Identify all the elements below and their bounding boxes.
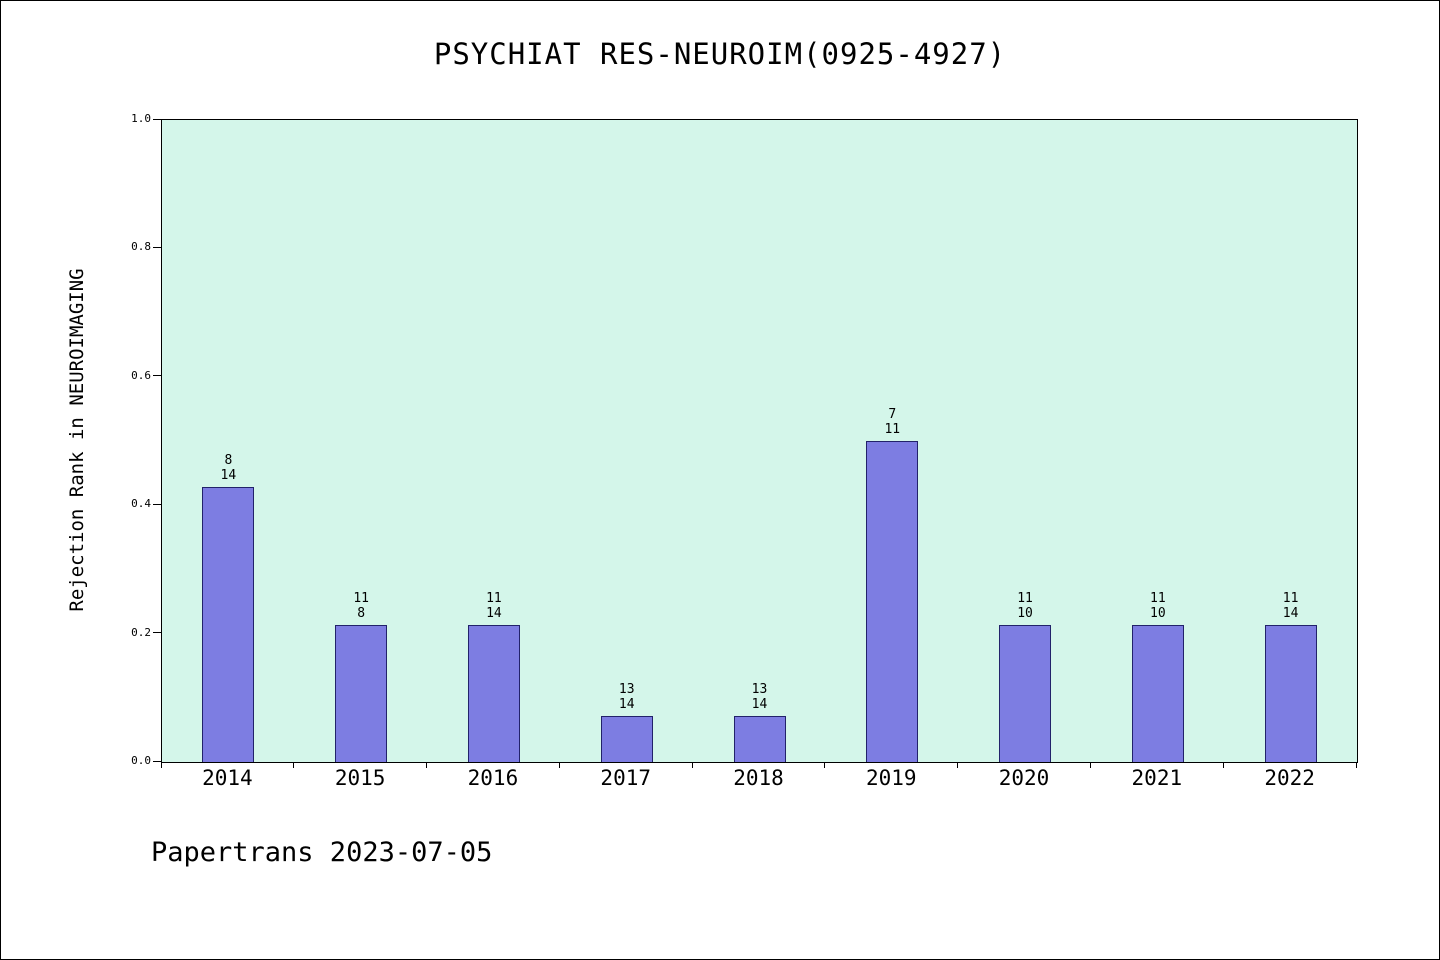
bar-value-top: 11	[1150, 590, 1166, 606]
y-tick-label: 0.2	[131, 625, 151, 639]
y-tick-label: 0.8	[131, 240, 151, 254]
bar-value-top: 11	[486, 590, 502, 606]
y-tick-label: 1.0	[131, 112, 151, 125]
x-tick-mark	[1089, 762, 1091, 768]
bar-value-top: 11	[1282, 590, 1299, 606]
x-tick-mark	[1355, 762, 1357, 768]
y-tick-mark	[153, 246, 161, 248]
bar-value-label: 11 10	[1150, 591, 1166, 621]
y-tick-label: 0.6	[131, 368, 151, 382]
bar-value-bottom: 11	[884, 422, 901, 437]
x-tick-label: 2021	[1131, 766, 1183, 790]
bar-value-top: 7	[888, 407, 897, 422]
y-tick-mark	[153, 375, 161, 377]
x-tick-mark	[1222, 762, 1224, 768]
bar-value-bottom: 14	[618, 697, 635, 713]
y-tick-mark	[153, 503, 161, 505]
bar-value-label: 11 8	[353, 591, 369, 621]
bar	[866, 441, 919, 762]
bar-value-bottom: 14	[486, 605, 502, 621]
bar-value-bottom: 14	[751, 697, 768, 713]
bar-value-label: 13 14	[619, 682, 635, 712]
bar	[1131, 624, 1184, 762]
bar-value-label: 13 14	[752, 682, 768, 712]
bar-value-label: 11 14	[1283, 591, 1299, 621]
bar-value-bottom: 14	[220, 467, 237, 483]
x-tick-mark	[426, 762, 428, 768]
bar-value-label: 7 11	[884, 407, 900, 437]
y-tick-mark	[153, 760, 161, 762]
y-tick-mark	[153, 632, 161, 634]
y-tick-label: 0.0	[131, 754, 151, 767]
plot-area: 8 14 11 8 11 14 13 14 13 14 7 11 11 10 11 10 11 14	[161, 119, 1358, 763]
bar-value-top: 11	[1017, 590, 1033, 606]
x-tick-label: 2015	[334, 766, 386, 790]
bar-value-label: 11 14	[486, 591, 502, 621]
bar-value-top: 8	[224, 452, 233, 468]
bar-value-top: 13	[751, 682, 768, 698]
bar	[202, 486, 255, 762]
watermark-text: Papertrans 2023-07-05	[151, 837, 493, 868]
bar	[999, 624, 1052, 762]
chart-title: PSYCHIAT RES-NEUROIM(0925-4927)	[433, 37, 1007, 71]
x-tick-mark	[691, 762, 693, 768]
x-tick-mark	[957, 762, 959, 768]
x-tick-label: 2016	[467, 766, 519, 790]
bar-value-label: 8 14	[221, 453, 237, 483]
x-tick-label: 2022	[1264, 766, 1315, 790]
bar-value-label: 11 10	[1017, 591, 1033, 621]
y-tick-mark	[153, 118, 161, 120]
x-tick-label: 2018	[733, 766, 784, 790]
x-tick-mark	[160, 762, 162, 768]
bar-value-bottom: 10	[1150, 605, 1166, 621]
x-tick-mark	[824, 762, 826, 768]
bar	[335, 624, 388, 762]
bar-value-top: 13	[618, 682, 635, 698]
x-tick-mark	[293, 762, 295, 768]
bar-value-bottom: 10	[1017, 605, 1033, 621]
bar-value-bottom: 14	[1282, 605, 1299, 621]
x-tick-label: 2020	[998, 766, 1050, 790]
bar	[467, 624, 520, 762]
x-tick-label: 2014	[202, 766, 253, 790]
y-tick-label: 0.4	[131, 497, 151, 511]
bar	[1264, 624, 1317, 762]
x-tick-label: 2017	[600, 766, 652, 790]
bar-value-bottom: 8	[357, 605, 366, 621]
bar	[600, 716, 653, 762]
bar	[733, 716, 786, 762]
x-tick-label: 2019	[865, 766, 917, 790]
bar-value-top: 11	[353, 590, 369, 606]
x-tick-mark	[558, 762, 560, 768]
